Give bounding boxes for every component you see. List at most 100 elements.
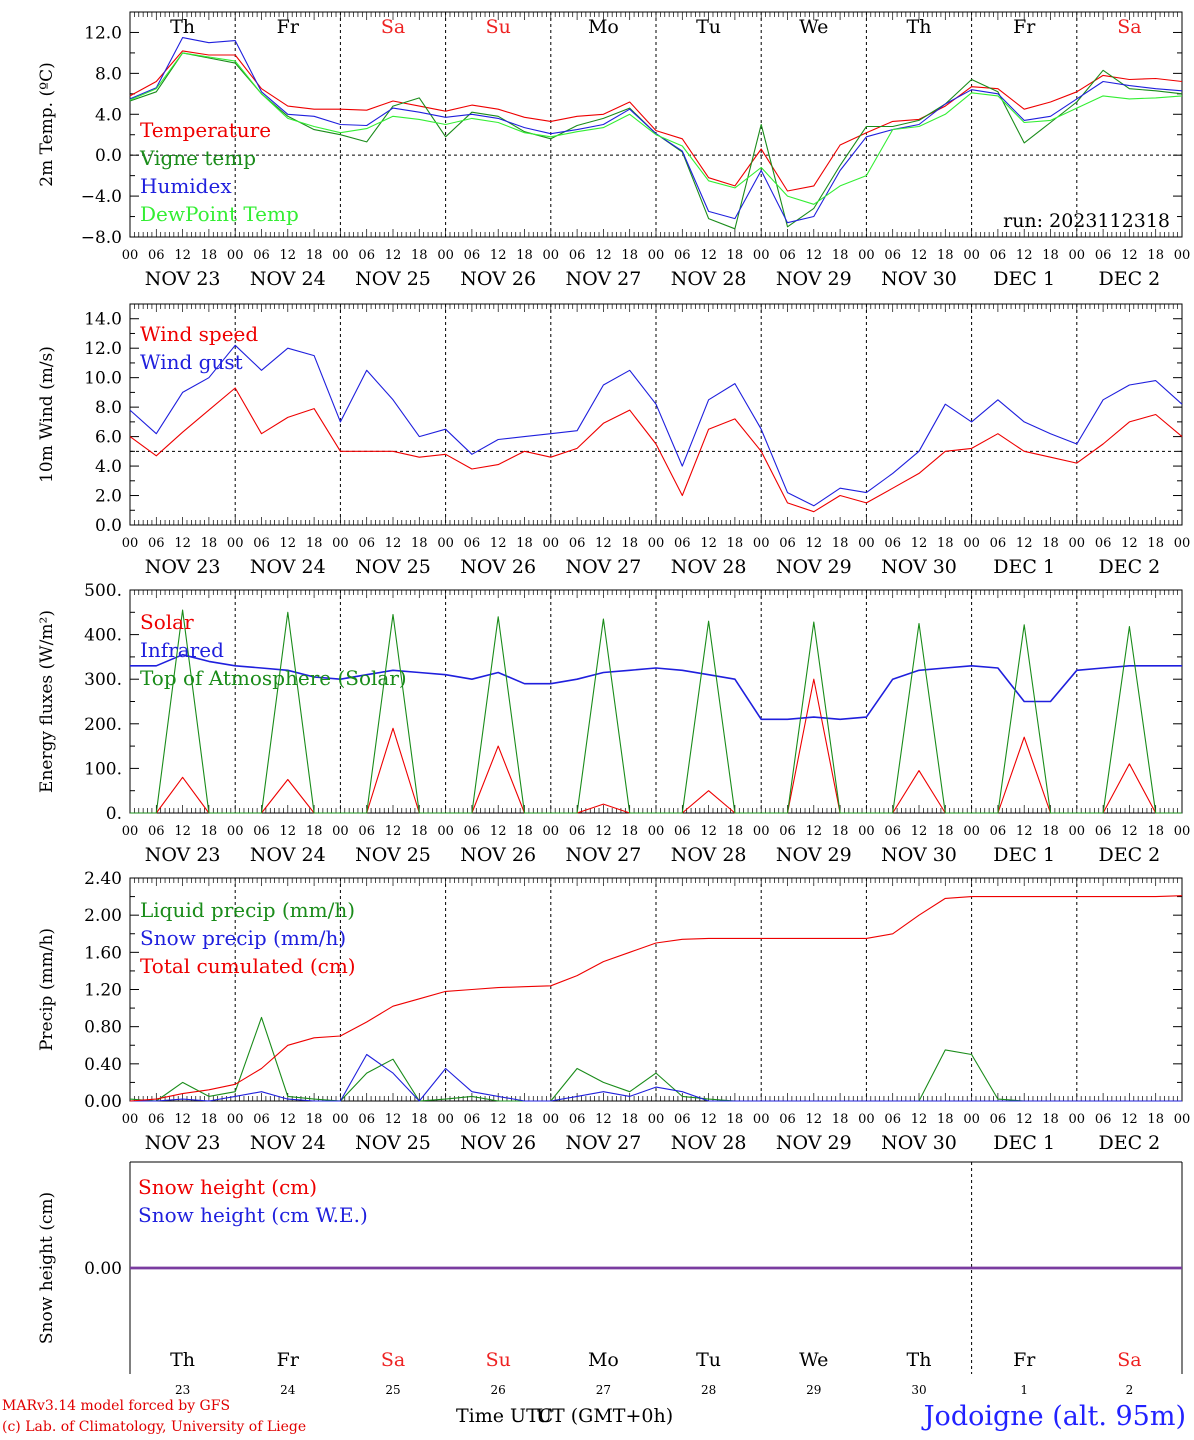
- hour-tick-label: 18: [1147, 1112, 1164, 1127]
- series-line-2-2: [129, 344, 1183, 507]
- date-label: NOV 25: [355, 268, 431, 290]
- date-label: NOV 27: [565, 844, 641, 866]
- date-label: NOV 24: [250, 844, 326, 866]
- hour-tick-label: 12: [385, 1112, 402, 1127]
- legend-entry: Wind gust: [140, 350, 243, 374]
- hour-tick-label: 06: [569, 536, 586, 551]
- hour-tick-label: 18: [411, 248, 428, 263]
- hour-tick-label: 12: [1016, 248, 1033, 263]
- date-label: DEC 2: [1099, 556, 1161, 578]
- y-axis-label: Energy fluxes (W/m²): [37, 610, 57, 793]
- date-label: NOV 23: [145, 844, 221, 866]
- hour-tick-label: 00: [227, 248, 244, 263]
- y-tick-label: −8.0: [81, 228, 122, 248]
- hour-tick-label: 06: [779, 1112, 796, 1127]
- hour-tick-label: 18: [727, 1112, 744, 1127]
- date-label: NOV 26: [460, 556, 536, 578]
- hour-tick-label: 00: [1174, 1112, 1191, 1127]
- y-axis-label: 2m Temp. (ºC): [37, 62, 57, 187]
- hour-tick-label: 06: [253, 536, 270, 551]
- date-label: NOV 28: [671, 268, 747, 290]
- weekday-label: Fr: [1013, 16, 1036, 38]
- day-number-label: 28: [701, 1383, 716, 1397]
- y-tick-label: −4.0: [81, 187, 122, 207]
- date-label: NOV 25: [355, 1132, 431, 1154]
- day-number-label: 2: [1126, 1383, 1134, 1397]
- y-tick-label: 8.0: [95, 64, 122, 84]
- hour-tick-label: 06: [674, 824, 691, 839]
- hour-tick-label: 18: [306, 824, 323, 839]
- hour-tick-label: 06: [569, 824, 586, 839]
- legend-entry: Top of Atmosphere (Solar): [140, 666, 407, 690]
- date-label: NOV 25: [355, 556, 431, 578]
- hour-tick-label: 12: [911, 824, 928, 839]
- y-tick-label: 14.0: [84, 310, 122, 330]
- date-label: NOV 25: [355, 844, 431, 866]
- hour-tick-label: 06: [1095, 1112, 1112, 1127]
- hour-tick-label: 00: [543, 1112, 560, 1127]
- weekday-label: Tu: [696, 16, 721, 38]
- timezone-label: UT (GMT+0h): [536, 1405, 674, 1427]
- hour-tick-label: 18: [621, 1112, 638, 1127]
- hour-tick-label: 18: [411, 536, 428, 551]
- hour-tick-label: 06: [358, 1112, 375, 1127]
- date-label: NOV 30: [881, 268, 957, 290]
- date-label: NOV 27: [565, 1132, 641, 1154]
- weekday-label: Th: [907, 1349, 932, 1371]
- weekday-label: Fr: [277, 16, 300, 38]
- hour-tick-label: 12: [911, 1112, 928, 1127]
- hour-tick-label: 12: [174, 248, 191, 263]
- hour-tick-label: 06: [358, 824, 375, 839]
- hour-tick-label: 18: [306, 1112, 323, 1127]
- hour-tick-label: 12: [385, 248, 402, 263]
- legend-entry: Infrared: [140, 638, 224, 662]
- hour-tick-label: 18: [937, 536, 954, 551]
- series-line-4-2: [130, 1053, 1182, 1102]
- hour-tick-label: 00: [437, 824, 454, 839]
- hour-tick-label: 00: [437, 248, 454, 263]
- hour-tick-label: 06: [1095, 824, 1112, 839]
- hour-tick-label: 00: [858, 824, 875, 839]
- y-tick-label: 6.0: [95, 428, 122, 448]
- hour-tick-label: 00: [1069, 248, 1086, 263]
- hour-tick-label: 00: [543, 824, 560, 839]
- weekday-label: Su: [486, 1349, 511, 1371]
- y-tick-label: 4.0: [95, 105, 122, 125]
- hour-tick-label: 18: [306, 248, 323, 263]
- hour-tick-label: 18: [516, 536, 533, 551]
- y-axis-label: 10m Wind (m/s): [37, 346, 57, 483]
- legend-entry: Vigne temp: [139, 146, 256, 170]
- hour-tick-label: 06: [990, 536, 1007, 551]
- date-label: NOV 23: [145, 1132, 221, 1154]
- hour-tick-label: 06: [464, 536, 481, 551]
- hour-tick-label: 06: [884, 248, 901, 263]
- hour-tick-label: 00: [963, 1112, 980, 1127]
- date-label: NOV 29: [776, 844, 852, 866]
- hour-tick-label: 00: [753, 1112, 770, 1127]
- date-label: DEC 2: [1099, 844, 1161, 866]
- hour-tick-label: 06: [148, 824, 165, 839]
- y-tick-label: 1.60: [84, 943, 122, 963]
- date-label: NOV 29: [776, 1132, 852, 1154]
- hour-tick-label: 12: [700, 824, 717, 839]
- date-label: NOV 27: [565, 556, 641, 578]
- hour-tick-label: 00: [753, 536, 770, 551]
- series-line-4-3: [129, 895, 1183, 1102]
- y-tick-label: 12.0: [84, 339, 122, 359]
- hour-tick-label: 12: [1121, 1112, 1138, 1127]
- hour-tick-label: 00: [122, 536, 139, 551]
- legend-entry: DewPoint Temp: [140, 202, 299, 226]
- series-line-2-1: [129, 387, 1183, 513]
- date-label: NOV 30: [881, 1132, 957, 1154]
- date-label: DEC 1: [993, 1132, 1055, 1154]
- day-number-label: 24: [280, 1383, 296, 1397]
- y-tick-label: 300.: [84, 670, 122, 690]
- hour-tick-label: 00: [648, 1112, 665, 1127]
- hour-tick-label: 18: [727, 248, 744, 263]
- hour-tick-label: 06: [148, 248, 165, 263]
- hour-tick-label: 06: [1095, 536, 1112, 551]
- date-label: NOV 28: [671, 844, 747, 866]
- weekday-label: Th: [170, 1349, 195, 1371]
- hour-tick-label: 06: [779, 824, 796, 839]
- series-line-1-4: [129, 52, 1183, 205]
